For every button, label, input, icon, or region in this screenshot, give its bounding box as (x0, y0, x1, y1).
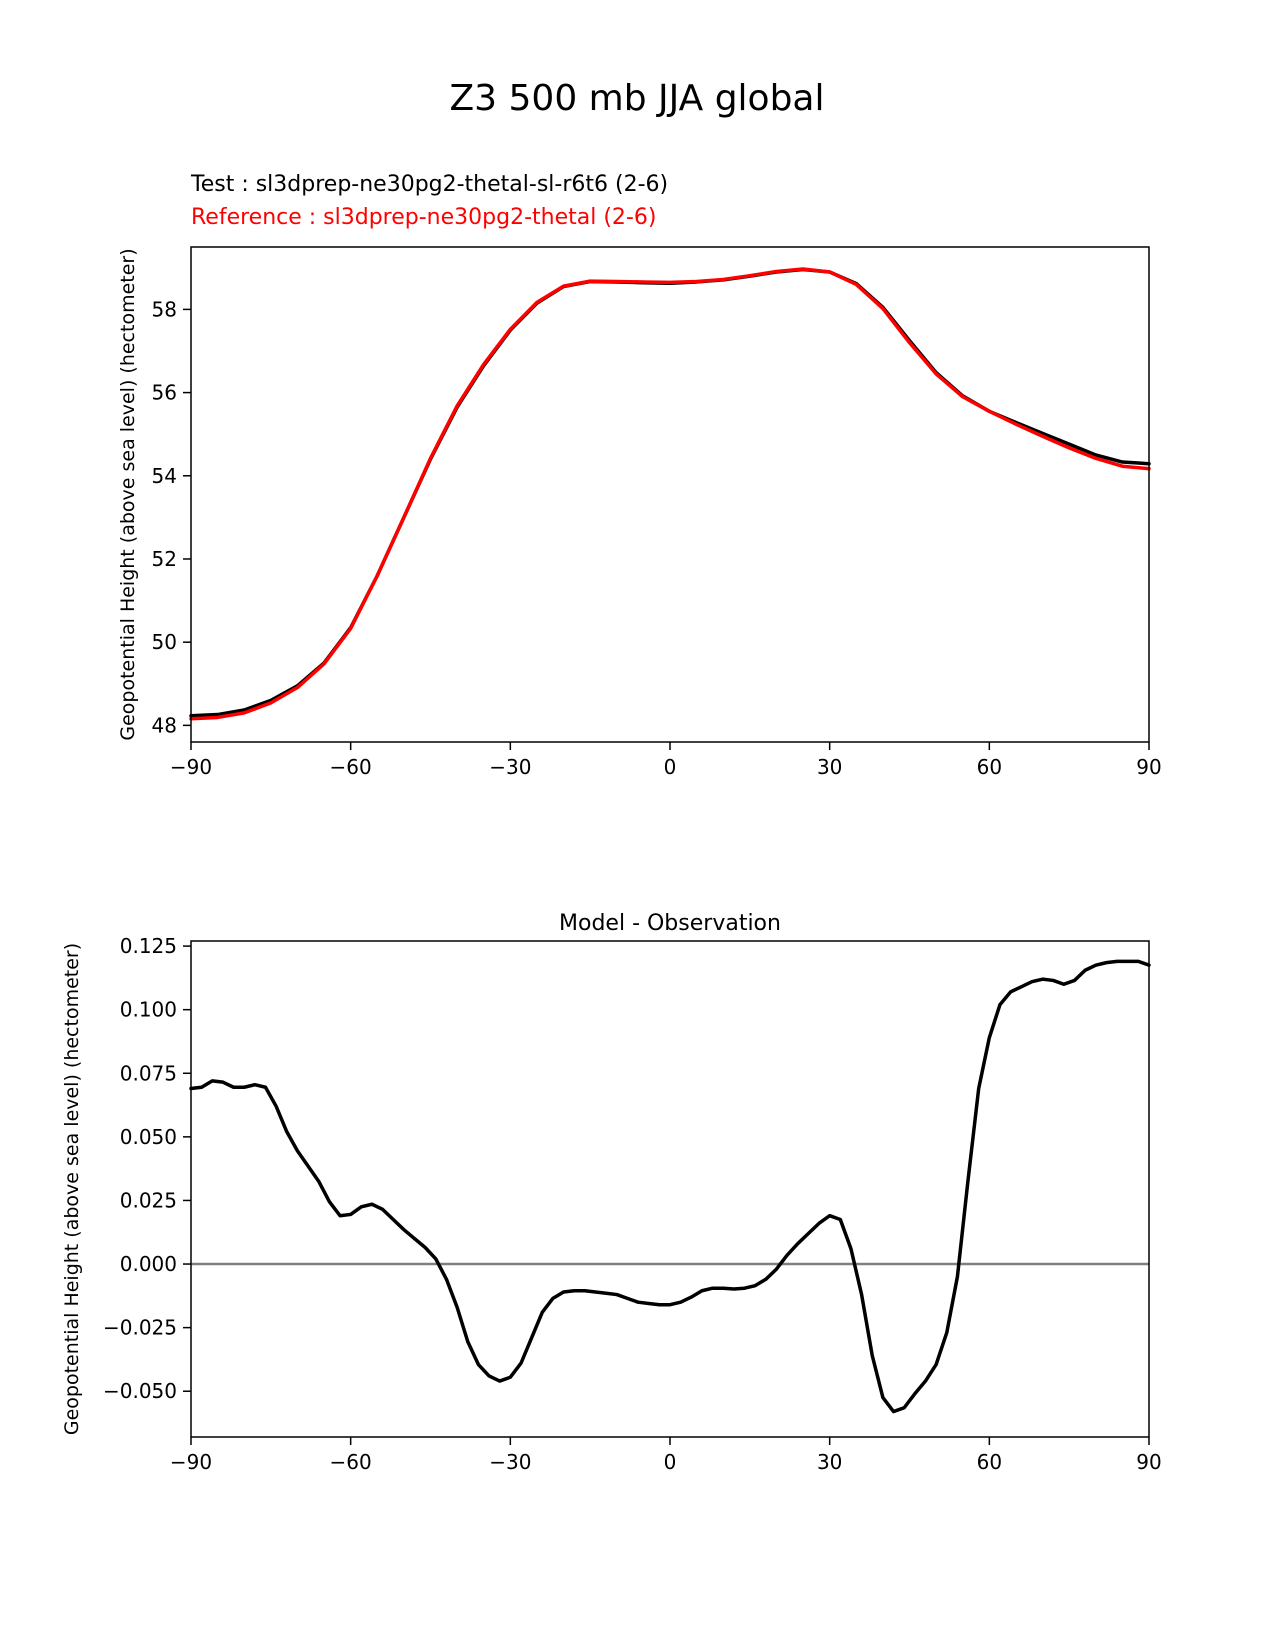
legend-entry-2: Reference : sl3dprep-ne30pg2-thetal (2-6… (191, 205, 656, 230)
x-tick-label: 90 (1136, 1450, 1161, 1474)
x-tick-label: −90 (170, 755, 212, 779)
x-tick-label: 60 (977, 755, 1002, 779)
y-tick-label: 0.075 (120, 1061, 177, 1085)
y-tick-label: 58 (152, 297, 177, 321)
data-series-line-1 (189, 959, 1151, 1414)
y-tick-label: 0.125 (120, 934, 177, 958)
y-axis-label: Geopotential Height (above sea level) (h… (117, 248, 139, 740)
x-tick-label: −30 (489, 755, 531, 779)
x-tick-label: 0 (664, 755, 677, 779)
y-tick-label: 48 (152, 713, 177, 737)
x-tick-label: −60 (330, 755, 372, 779)
y-tick-label: 0.000 (120, 1252, 177, 1276)
legend-entry-1: Test : sl3dprep-ne30pg2-thetal-sl-r6t6 (… (190, 172, 668, 197)
axes-frame (190, 940, 1150, 1438)
x-tick-label: −30 (489, 1450, 531, 1474)
y-tick-label: 54 (152, 464, 177, 488)
figure-title: Z3 500 mb JJA global (450, 78, 825, 119)
axes-frame (190, 246, 1150, 743)
y-tick-label: 56 (152, 381, 177, 405)
x-tick-label: −90 (170, 1450, 212, 1474)
data-series-line-2 (189, 267, 1151, 721)
x-tick-label: 30 (817, 1450, 842, 1474)
y-tick-label: 0.025 (120, 1188, 177, 1212)
y-tick-label: 50 (152, 630, 177, 654)
y-tick-label: 0.100 (120, 998, 177, 1022)
x-tick-label: 90 (1136, 755, 1161, 779)
y-tick-label: 52 (152, 547, 177, 571)
y-axis-label: Geopotential Height (above sea level) (h… (61, 943, 83, 1435)
x-tick-label: −60 (330, 1450, 372, 1474)
bottom-plot: −90 −60 −30 0 30 60 90 −0.050 −0.025 0.000 0.025 0.… (61, 911, 1162, 1474)
x-tick-label: 60 (977, 1450, 1002, 1474)
x-tick-label: 30 (817, 755, 842, 779)
top-plot: −90 −60 −30 0 30 60 90 48 50 52 54 56 58 Geopotential… (117, 172, 1162, 779)
x-tick-label: 0 (664, 1450, 677, 1474)
y-tick-label: 0.050 (120, 1125, 177, 1149)
subplot-title: Model - Observation (559, 911, 781, 936)
y-tick-label: −0.025 (103, 1316, 177, 1340)
y-tick-label: −0.050 (103, 1379, 177, 1403)
